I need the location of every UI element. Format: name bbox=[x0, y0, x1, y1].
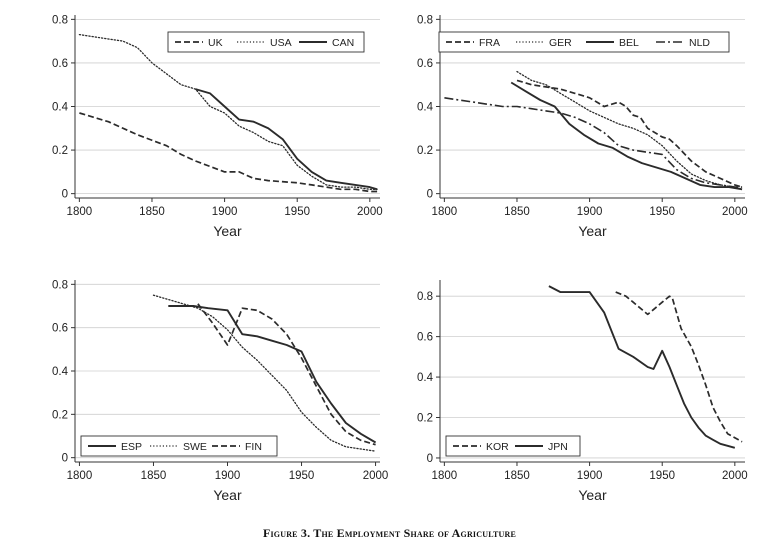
x-tick-label: 1800 bbox=[67, 470, 93, 482]
series-line-kor bbox=[615, 291, 743, 443]
x-tick-label: 1900 bbox=[212, 206, 238, 218]
y-tick-label: 0.4 bbox=[417, 372, 434, 384]
y-tick-label: 0 bbox=[62, 453, 68, 465]
legend-label-can: CAN bbox=[332, 37, 354, 49]
legend-box bbox=[445, 435, 581, 457]
y-tick-label: 0 bbox=[427, 189, 433, 201]
legend: FRA GER BEL NLD bbox=[438, 31, 730, 53]
y-tick-label: 0 bbox=[62, 189, 68, 201]
y-tick-label: 0.4 bbox=[417, 102, 434, 114]
y-tick-label: 0.6 bbox=[52, 323, 68, 335]
x-tick-label: 1950 bbox=[649, 470, 675, 482]
legend-box bbox=[438, 31, 730, 53]
y-tick-label: 0 bbox=[427, 453, 433, 465]
x-tick-label: 2000 bbox=[357, 206, 383, 218]
x-tick-label: 2000 bbox=[363, 470, 389, 482]
y-tick-label: 0.6 bbox=[52, 58, 68, 70]
x-tick-label: 1850 bbox=[504, 470, 530, 482]
x-axis-label: Year bbox=[213, 487, 242, 503]
chart-panel-top-right: 0 0.2 0.4 0.6 0.8 1800 1850 1900 1950 2000 Year FRA… bbox=[417, 14, 748, 239]
legend: UK USA CAN bbox=[167, 31, 365, 53]
y-tick-label: 0.8 bbox=[417, 291, 433, 303]
y-tick-label: 0.2 bbox=[417, 145, 433, 157]
y-tick-label: 0.4 bbox=[52, 102, 69, 114]
legend: ESP SWE FIN bbox=[80, 435, 278, 457]
legend-box bbox=[167, 31, 365, 53]
y-tick-label: 0.8 bbox=[417, 14, 433, 26]
y-tick-label: 0.2 bbox=[52, 145, 68, 157]
x-tick-label: 1850 bbox=[504, 206, 530, 218]
legend-label-fin: FIN bbox=[245, 441, 262, 453]
x-tick-label: 1950 bbox=[289, 470, 315, 482]
x-tick-label: 1800 bbox=[432, 470, 458, 482]
series-line-fra bbox=[516, 79, 743, 188]
x-tick-label: 2000 bbox=[722, 206, 748, 218]
x-tick-label: 1950 bbox=[284, 206, 310, 218]
y-tick-label: 0.4 bbox=[52, 366, 69, 378]
legend-label-bel: BEL bbox=[619, 37, 639, 49]
series-line-esp bbox=[168, 305, 377, 444]
chart-panel-bottom-left: 0 0.2 0.4 0.6 0.8 1800 1850 1900 1950 2000 Year ESP… bbox=[52, 279, 388, 503]
legend-label-esp: ESP bbox=[121, 441, 142, 453]
x-tick-label: 1850 bbox=[141, 470, 167, 482]
y-tick-label: 0.6 bbox=[417, 58, 433, 70]
x-tick-label: 1800 bbox=[432, 206, 458, 218]
x-axis-label: Year bbox=[578, 487, 607, 503]
x-tick-label: 1900 bbox=[577, 206, 603, 218]
series-line-can bbox=[195, 88, 378, 191]
series-line-ger bbox=[516, 70, 743, 190]
legend-label-fra: FRA bbox=[479, 37, 500, 49]
series-line-uk bbox=[79, 112, 378, 193]
x-tick-label: 1850 bbox=[139, 206, 165, 218]
chart-panel-bottom-right: 0 0.2 0.4 0.6 0.8 1800 1850 1900 1950 2000 Year KOR… bbox=[417, 280, 748, 503]
x-tick-label: 1900 bbox=[215, 470, 241, 482]
figure-caption: Figure 3. The Employment Share of Agricu… bbox=[262, 526, 517, 540]
y-tick-label: 0.2 bbox=[52, 409, 68, 421]
legend-label-jpn: JPN bbox=[548, 441, 568, 453]
y-tick-label: 0.8 bbox=[52, 279, 68, 291]
x-tick-label: 1900 bbox=[577, 470, 603, 482]
legend-label-usa: USA bbox=[270, 37, 292, 49]
series-line-bel bbox=[510, 81, 743, 191]
legend-label-kor: KOR bbox=[486, 441, 509, 453]
x-tick-label: 1950 bbox=[649, 206, 675, 218]
legend-label-uk: UK bbox=[208, 37, 223, 49]
legend-label-swe: SWE bbox=[183, 441, 207, 453]
legend-box bbox=[80, 435, 278, 457]
legend-label-ger: GER bbox=[549, 37, 572, 49]
y-tick-label: 0.2 bbox=[417, 413, 433, 425]
x-axis-label: Year bbox=[578, 223, 607, 239]
series-line-fin bbox=[197, 303, 376, 446]
x-tick-label: 1800 bbox=[67, 206, 93, 218]
series-line-jpn bbox=[548, 285, 736, 449]
x-axis-label: Year bbox=[213, 223, 242, 239]
series-line-usa bbox=[78, 33, 378, 190]
legend: KOR JPN bbox=[445, 435, 581, 457]
series-line-swe bbox=[152, 294, 377, 452]
y-tick-label: 0.6 bbox=[417, 332, 433, 344]
legend-label-nld: NLD bbox=[689, 37, 710, 49]
y-tick-label: 0.8 bbox=[52, 14, 68, 26]
x-tick-label: 2000 bbox=[722, 470, 748, 482]
series-line-nld bbox=[444, 97, 743, 188]
